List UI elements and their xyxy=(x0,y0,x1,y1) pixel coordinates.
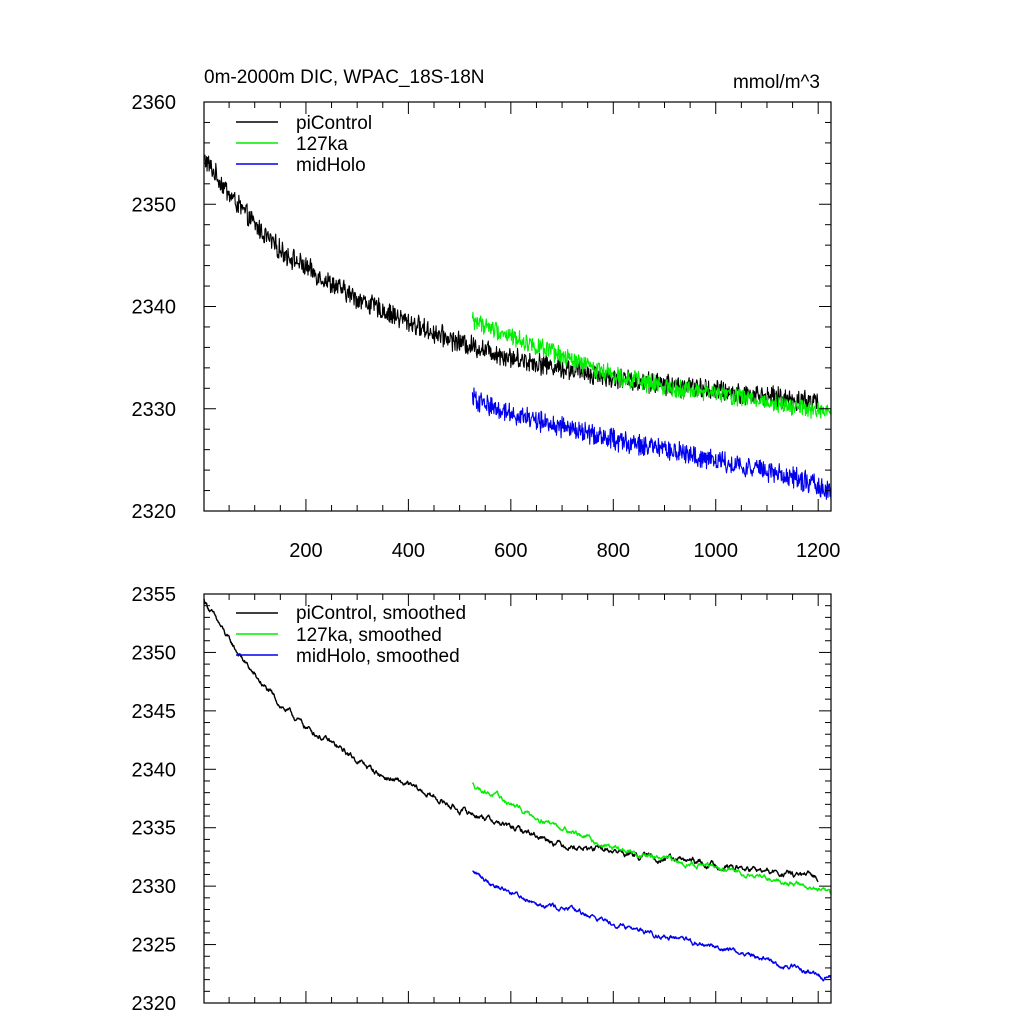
series-line-picontrol xyxy=(203,154,819,412)
top-panel-ticks xyxy=(204,101,831,512)
legend-label-picontrol: piControl xyxy=(296,113,372,134)
bottom-panel-series xyxy=(203,598,832,982)
top-panel-legend: piControl 127ka midHolo xyxy=(236,113,372,176)
x-tick-label: 200 xyxy=(289,540,322,562)
bottom-panel-frame xyxy=(203,593,832,1004)
y-tick-label: 2350 xyxy=(132,642,177,664)
y-tick-label: 2335 xyxy=(132,818,177,840)
series-line-127ka xyxy=(471,311,832,419)
x-tick-label: 800 xyxy=(597,540,630,562)
series-line-midholo xyxy=(471,387,832,501)
top-panel-x-tick-labels: 200 400 600 800 1000 1200 xyxy=(289,540,840,562)
chart-title: 0m-2000m DIC, WPAC_18S-18N xyxy=(204,67,485,88)
bottom-panel: 2320 2325 2330 2335 2340 2345 2350 2355 piContr… xyxy=(132,584,832,1015)
y-tick-label: 2320 xyxy=(132,501,177,523)
bottom-panel-legend: piControl, smoothed 127ka, smoothed midH… xyxy=(236,603,466,667)
x-tick-label: 600 xyxy=(494,540,527,562)
y-tick-label: 2350 xyxy=(132,194,177,216)
legend-label-127ka-smoothed: 127ka, smoothed xyxy=(296,625,442,646)
y-tick-label: 2330 xyxy=(132,399,177,421)
top-panel-frame xyxy=(203,101,832,512)
legend-label-picontrol-smoothed: piControl, smoothed xyxy=(296,603,466,624)
y-tick-label: 2340 xyxy=(132,297,177,319)
y-tick-label: 2320 xyxy=(132,993,177,1015)
legend-label-midholo-smoothed: midHolo, smoothed xyxy=(296,646,460,667)
top-panel-series xyxy=(203,154,832,501)
x-tick-label: 400 xyxy=(392,540,425,562)
y-tick-label: 2340 xyxy=(132,759,177,781)
top-panel-y-tick-labels: 2320 2330 2340 2350 2360 xyxy=(132,92,177,523)
legend-label-127ka: 127ka xyxy=(296,134,348,155)
y-tick-label: 2345 xyxy=(132,701,177,723)
x-tick-label: 1200 xyxy=(796,540,841,562)
legend-label-midholo: midHolo xyxy=(296,155,366,176)
top-panel: 0m-2000m DIC, WPAC_18S-18N mmol/m^3 2320… xyxy=(132,67,841,562)
series-line-midholo-smoothed xyxy=(472,870,832,982)
bottom-panel-y-tick-labels: 2320 2325 2330 2335 2340 2345 2350 2355 xyxy=(132,584,177,1015)
series-line-127ka-smoothed xyxy=(471,782,832,895)
y-tick-label: 2330 xyxy=(132,876,177,898)
units-label: mmol/m^3 xyxy=(733,72,820,93)
y-tick-label: 2355 xyxy=(132,584,177,606)
x-tick-label: 1000 xyxy=(693,540,738,562)
y-tick-label: 2360 xyxy=(132,92,177,114)
y-tick-label: 2325 xyxy=(132,935,177,957)
